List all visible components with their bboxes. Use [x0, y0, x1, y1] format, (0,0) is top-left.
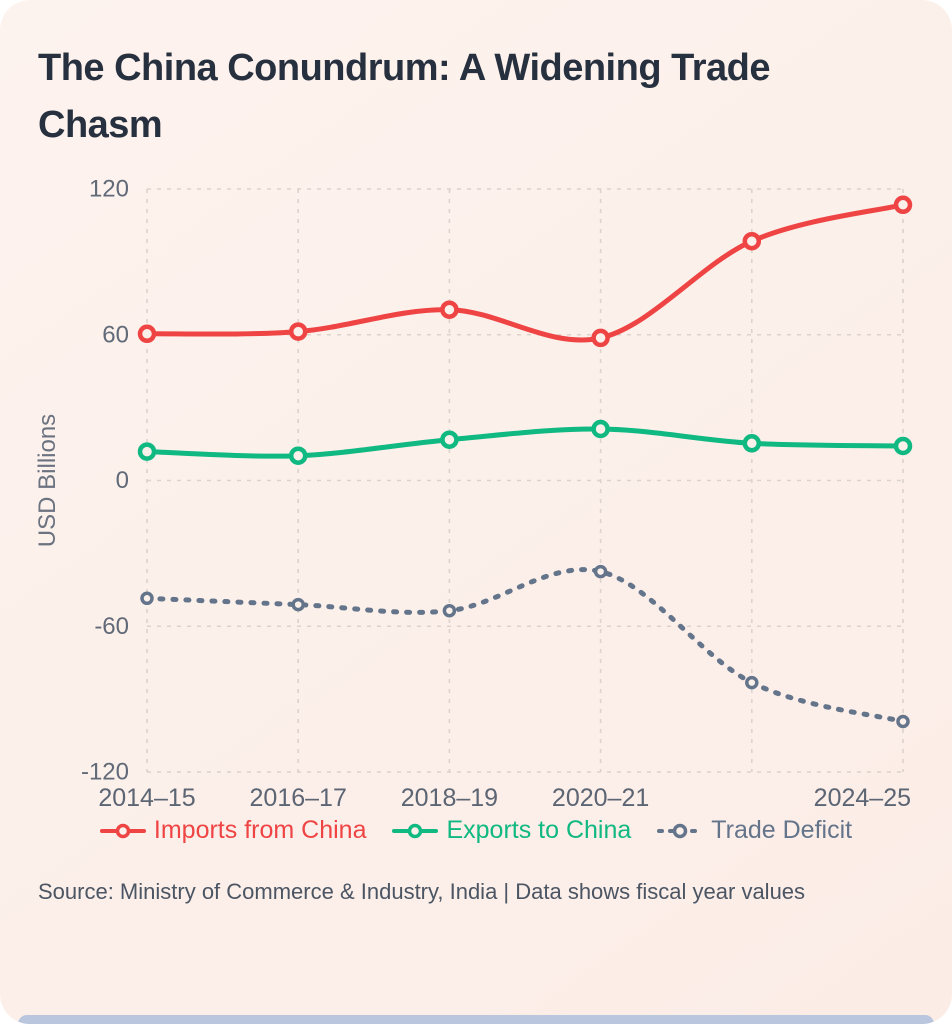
chart-canvas[interactable]: 120 60 0 -60 -120 USD Billions 2014–15 2016–17 2… [0, 164, 952, 814]
chart-legend: Imports from China Exports to China Trade … [0, 816, 952, 845]
legend-label: Imports from China [153, 816, 367, 844]
page-title: The China Conundrum: A Widening Trade Ch… [38, 47, 770, 146]
legend-item-trade-deficit[interactable]: Trade Deficit [657, 816, 852, 845]
data-point-trade-deficit[interactable] [896, 714, 910, 729]
next-card-edge [18, 1015, 934, 1024]
data-point-trade-deficit[interactable] [442, 603, 457, 618]
legend-item-exports-to-china[interactable]: Exports to China [392, 816, 631, 845]
series-line-exports-to-china [144, 426, 906, 459]
x-tick-label: 2016–17 [250, 784, 347, 812]
source-caption: Source: Ministry of Commerce & Industry,… [38, 879, 806, 904]
data-point-exports-to-china[interactable] [591, 419, 610, 439]
y-tick-label: 60 [102, 321, 129, 348]
y-axis-title: USD Billions [34, 414, 61, 547]
data-point-exports-to-china[interactable] [440, 430, 459, 449]
x-tick-label: 2024–25 [814, 784, 911, 812]
data-point-trade-deficit[interactable] [291, 597, 305, 612]
data-point-imports-from-china[interactable] [893, 195, 913, 215]
data-point-exports-to-china[interactable] [893, 436, 913, 456]
data-point-imports-from-china[interactable] [288, 322, 308, 341]
legend-label: Exports to China [446, 816, 632, 844]
y-tick-label: -60 [94, 613, 129, 640]
legend-circle [115, 823, 131, 838]
data-point-imports-from-china[interactable] [440, 300, 459, 319]
data-point-imports-from-china[interactable] [137, 324, 157, 344]
data-point-exports-to-china[interactable] [742, 434, 762, 453]
data-point-exports-to-china[interactable] [288, 446, 308, 465]
y-tick-label: 0 [116, 467, 129, 494]
y-tick-label: 120 [89, 176, 129, 203]
data-point-trade-deficit[interactable] [140, 591, 154, 606]
x-tick-label: 2020–21 [552, 784, 649, 812]
legend-marker-icon [392, 823, 439, 838]
y-tick-label: -120 [81, 759, 129, 786]
x-tick-label: 2014–15 [98, 784, 195, 812]
data-point-imports-from-china[interactable] [591, 328, 610, 348]
data-point-trade-deficit[interactable] [593, 564, 608, 579]
legend-circle [408, 823, 423, 838]
legend-item-imports-from-china[interactable]: Imports from China [99, 816, 367, 845]
series-line-imports-from-china [144, 202, 906, 343]
legend-marker-icon [657, 823, 704, 838]
legend-circle [673, 823, 688, 838]
data-point-imports-from-china[interactable] [742, 231, 762, 251]
x-tick-label: 2018–19 [401, 784, 498, 812]
legend-label: Trade Deficit [711, 816, 853, 844]
series-line-trade-deficit [144, 567, 906, 724]
data-point-exports-to-china[interactable] [137, 442, 157, 461]
data-point-trade-deficit[interactable] [745, 675, 759, 690]
chart-area: 120 60 0 -60 -120 USD Billions 2014–15 2016–17 2… [0, 164, 952, 814]
legend-marker-icon [99, 823, 146, 838]
